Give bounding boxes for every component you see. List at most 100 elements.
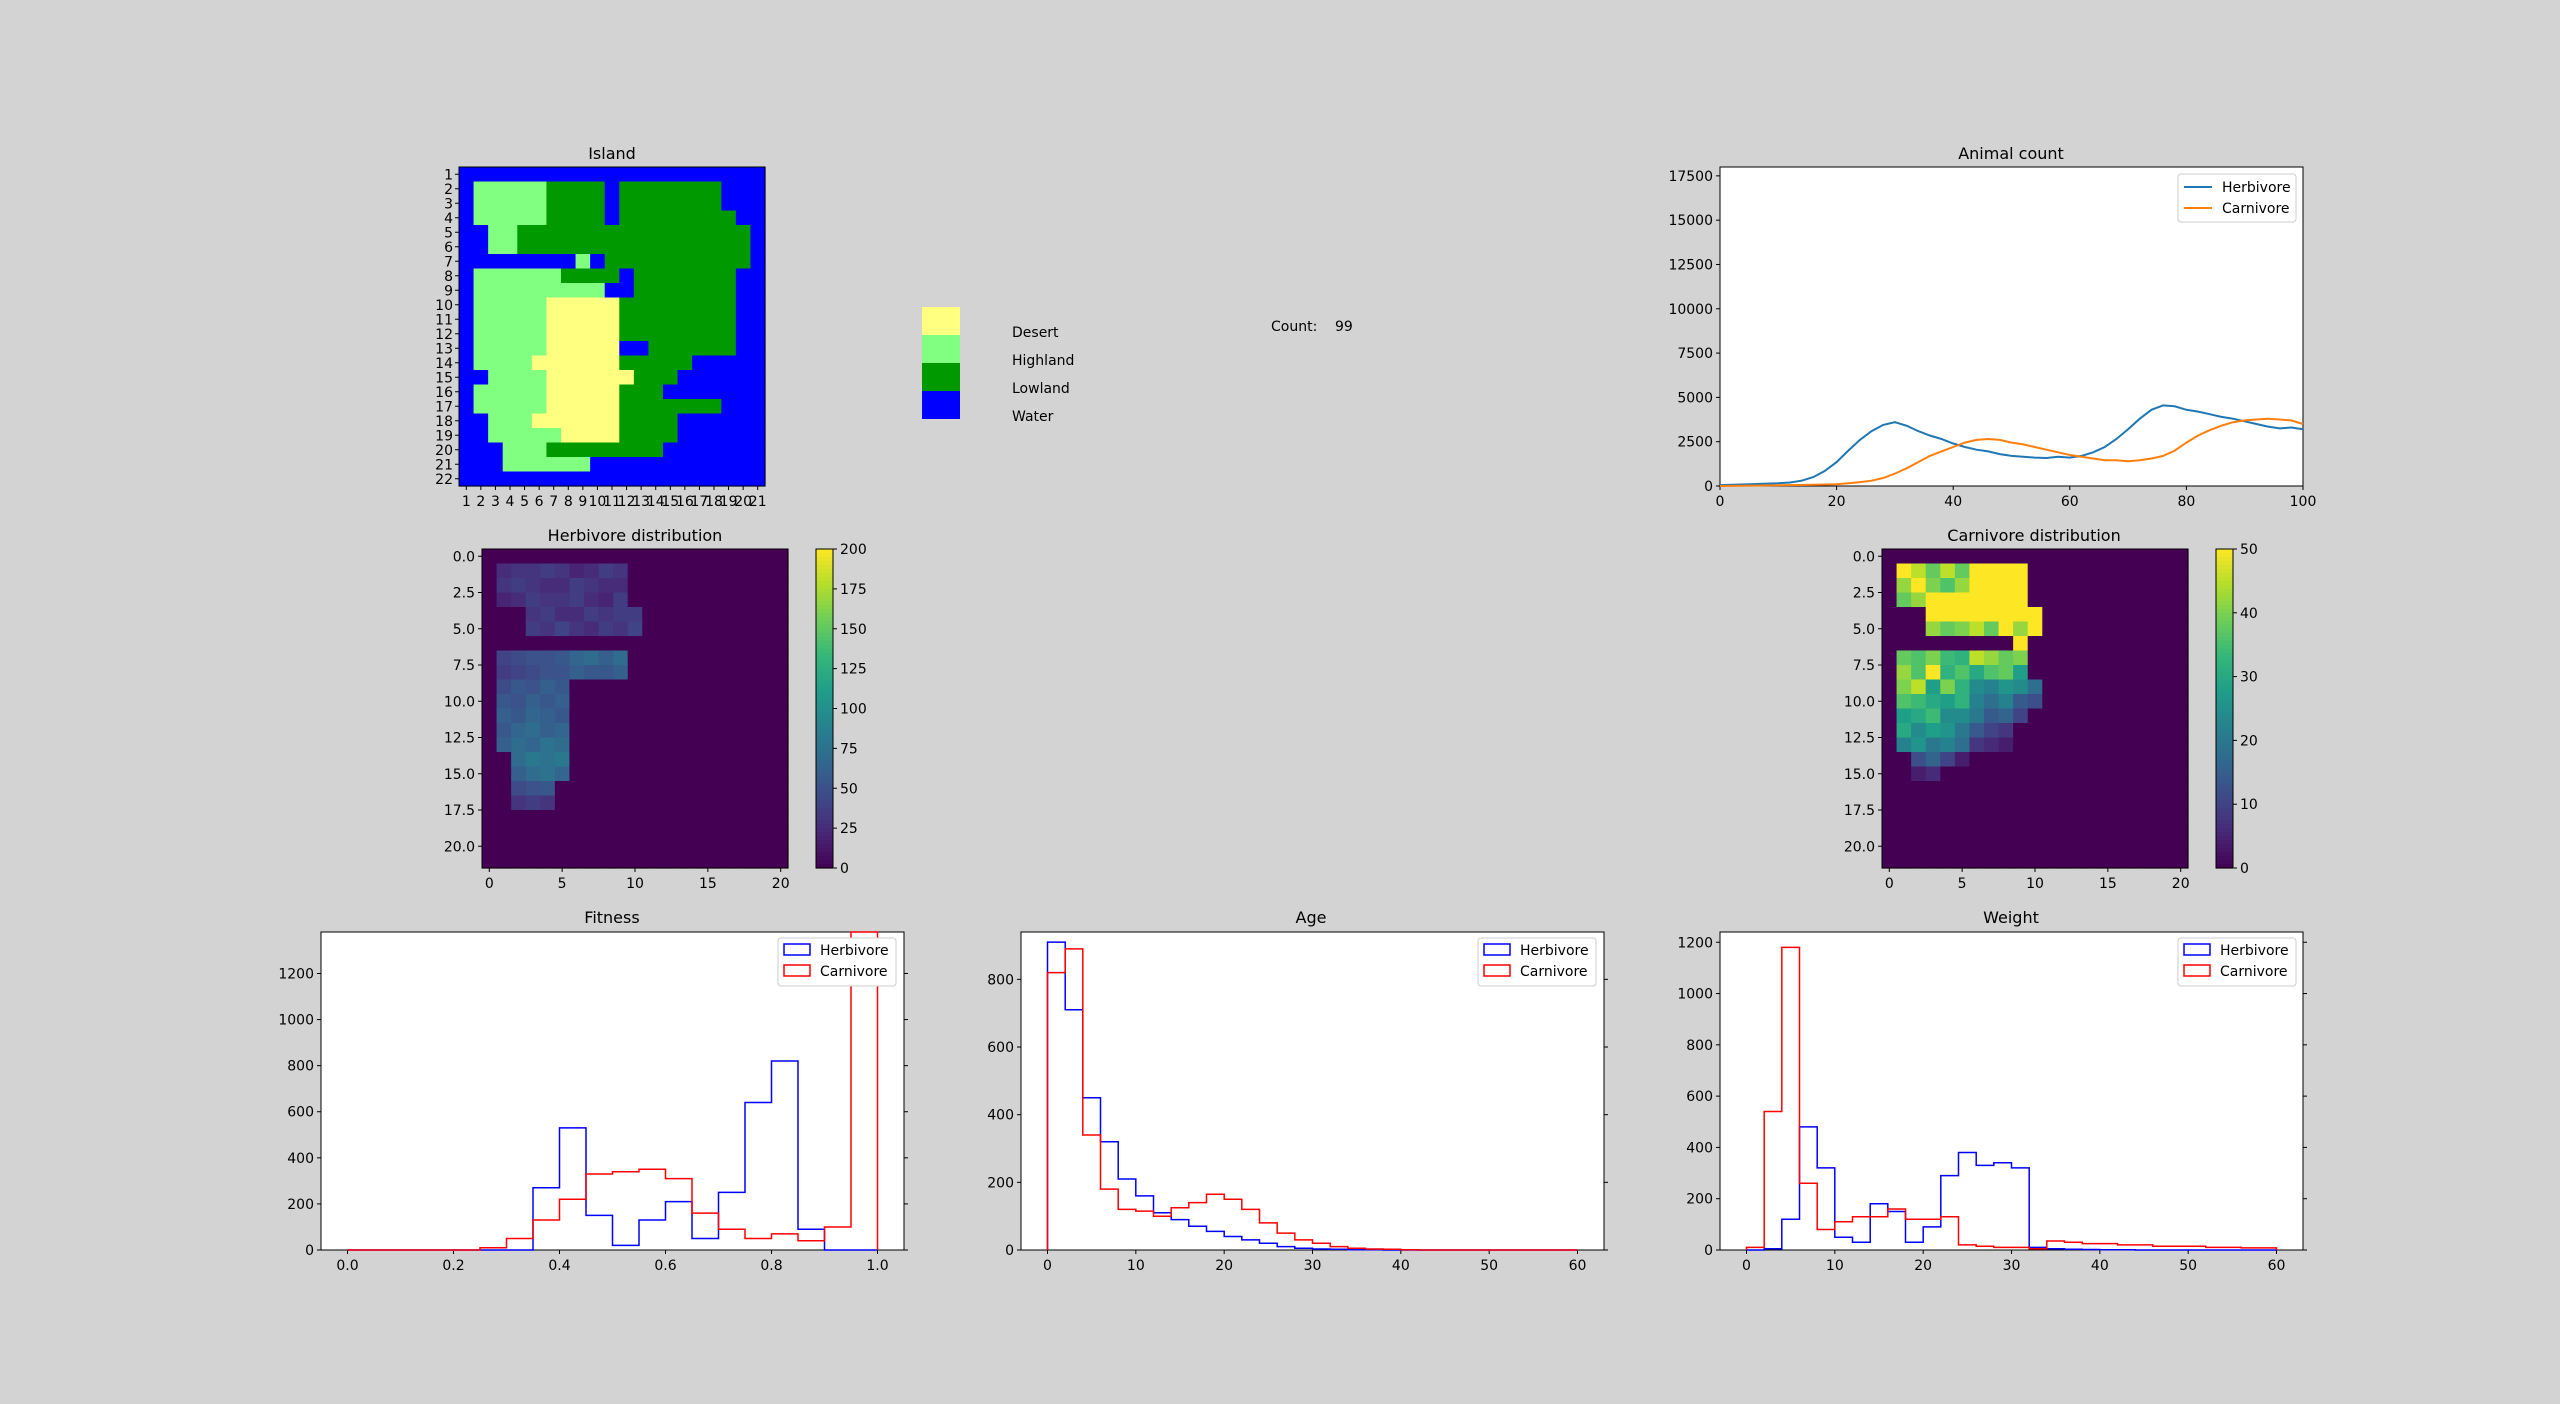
herbivore-heat-cell <box>540 636 556 652</box>
age-y-tick-label: 800 <box>987 972 1014 988</box>
carnivore-heat-cell <box>1925 607 1941 623</box>
carnivore-heat-cell <box>2042 737 2058 753</box>
island-cell <box>575 428 591 444</box>
island-cell <box>677 457 693 473</box>
carnivore-colorbar-segment <box>2216 640 2233 646</box>
herbivore-heat-cell <box>627 795 643 811</box>
herbivore-colorbar-segment <box>816 832 833 837</box>
legend-item-highland: Highland <box>922 335 1074 369</box>
island-x-tick-label: 13 <box>632 494 650 510</box>
herbivore-heat-cell <box>715 766 731 782</box>
carnivore-heat-cell <box>2056 737 2073 753</box>
herbivore-heat-cell <box>642 665 658 681</box>
animal-count-ticks: 0 20 40 60 80 1000250050007500100001250015000… <box>1668 169 2316 510</box>
island-cell <box>459 210 475 226</box>
herbivore-heat-cell <box>656 766 673 782</box>
herbivore-distribution-title: Herbivore distribution <box>548 526 723 545</box>
herbivore-heat-cell <box>686 650 702 666</box>
island-x-tick-label: 21 <box>749 494 767 510</box>
herbivore-colorbar-segment <box>816 576 833 582</box>
island-cell <box>750 181 766 197</box>
island-cell <box>590 254 606 270</box>
island-cell <box>590 355 606 371</box>
age-legend: Herbivore Carnivore <box>1477 937 1597 987</box>
island-cell <box>561 239 577 255</box>
island-cell <box>633 210 650 226</box>
herbivore-heat-cell <box>642 592 658 608</box>
carnivore-heat-cell <box>1925 737 1941 753</box>
herbivore-heat-cell <box>729 563 745 579</box>
herbivore-heat-cell <box>496 795 512 811</box>
island-cell <box>590 428 606 444</box>
carnivore-heat-cell <box>2173 549 2189 565</box>
island-cell <box>706 457 722 473</box>
herbivore-colorbar-tick-label: 25 <box>840 821 858 837</box>
island-cell <box>633 471 650 487</box>
carnivore-heat-cell <box>2013 766 2029 782</box>
herbivore-y-tick-label: 20.0 <box>444 839 475 855</box>
island-cell <box>677 181 693 197</box>
island-y-tick-label: 15 <box>435 370 453 386</box>
carnivore-heat-cell <box>1969 650 1985 666</box>
carnivore-heat-cell <box>1940 650 1956 666</box>
island-cell <box>531 239 548 255</box>
carnivore-heat-cell <box>1896 636 1912 652</box>
island-cell <box>473 268 489 284</box>
herbivore-heat-cell <box>758 708 775 724</box>
carnivore-heat-cell <box>1911 607 1927 623</box>
carnivore-heat-cell <box>1882 723 1898 739</box>
weight-y-tick-label: 1200 <box>1677 935 1713 951</box>
island-x-tick-label: 1 <box>462 494 471 510</box>
carnivore-heat-cell <box>2027 578 2043 594</box>
carnivore-heat-cell <box>2173 853 2189 869</box>
herbivore-heat-cell <box>482 723 498 739</box>
carnivore-heat-cell <box>1882 781 1898 797</box>
carnivore-heat-cell <box>2173 592 2189 608</box>
herbivore-heat-cell <box>613 810 629 826</box>
carnivore-colorbar-segment <box>2216 684 2233 690</box>
island-cell <box>648 471 664 487</box>
herbivore-heat-cell <box>511 563 527 579</box>
carnivore-heat-cell <box>1969 592 1985 608</box>
carnivore-heat-cell <box>2071 694 2087 710</box>
herbivore-heat-cell <box>715 737 731 753</box>
herbivore-heat-cell <box>729 824 745 840</box>
herbivore-heat-cell <box>729 578 745 594</box>
carnivore-heat-cell <box>2115 781 2131 797</box>
herbivore-heat-cell <box>540 723 556 739</box>
carnivore-heat-cell <box>2158 679 2175 695</box>
carnivore-colorbar-segment <box>2216 608 2233 614</box>
island-cell <box>575 471 591 487</box>
carnivore-heat-cell <box>2144 621 2160 637</box>
herbivore-heat-cell <box>598 694 614 710</box>
herbivore-heat-cell <box>715 665 731 681</box>
herbivore-heat-cell <box>482 766 498 782</box>
island-cell <box>546 254 562 270</box>
herbivore-heat-cell <box>482 839 498 855</box>
carnivore-heat-cell <box>2173 824 2189 840</box>
island-cell <box>750 355 766 371</box>
island-cell <box>721 239 737 255</box>
herbivore-heat-cell <box>700 694 716 710</box>
island-cell <box>677 254 693 270</box>
herbivore-colorbar-segment <box>816 620 833 626</box>
carnivore-colorbar-segment <box>2216 720 2233 726</box>
carnivore-heat-cell <box>2013 607 2029 623</box>
herbivore-colorbar-segment <box>816 780 833 785</box>
island-cell <box>677 442 693 458</box>
carnivore-heat-cell <box>2173 621 2189 637</box>
herbivore-heat-cell <box>569 650 585 666</box>
carnivore-heat-cell <box>2173 578 2189 594</box>
carnivore-heat-cell <box>2129 766 2145 782</box>
carnivore-heat-cell <box>1911 636 1927 652</box>
carnivore-colorbar-segment <box>2216 716 2233 722</box>
herbivore-heat-cell <box>656 708 673 724</box>
carnivore-heat-cell <box>2129 853 2145 869</box>
carnivore-colorbar-segment <box>2216 572 2233 578</box>
island-cell <box>750 399 766 415</box>
carnivore-colorbar-segment <box>2216 668 2233 674</box>
herbivore-colorbar-segment <box>816 656 833 662</box>
highland-swatch <box>922 335 960 363</box>
island-cell <box>473 457 489 473</box>
herbivore-heat-cell <box>554 650 571 666</box>
